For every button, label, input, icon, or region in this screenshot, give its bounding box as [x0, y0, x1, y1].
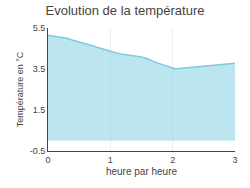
svg-text:Evolution de la température: Evolution de la température	[46, 3, 205, 18]
svg-text:1.5: 1.5	[33, 105, 46, 115]
svg-text:3: 3	[232, 155, 237, 165]
svg-text:-0.5: -0.5	[30, 146, 46, 156]
svg-text:2: 2	[170, 155, 175, 165]
svg-text:Température en °C: Température en °C	[15, 51, 25, 127]
svg-text:3.5: 3.5	[33, 64, 46, 74]
svg-text:heure par heure: heure par heure	[106, 166, 178, 177]
svg-text:5.5: 5.5	[33, 23, 46, 33]
svg-text:1: 1	[108, 155, 113, 165]
svg-text:0: 0	[45, 155, 50, 165]
